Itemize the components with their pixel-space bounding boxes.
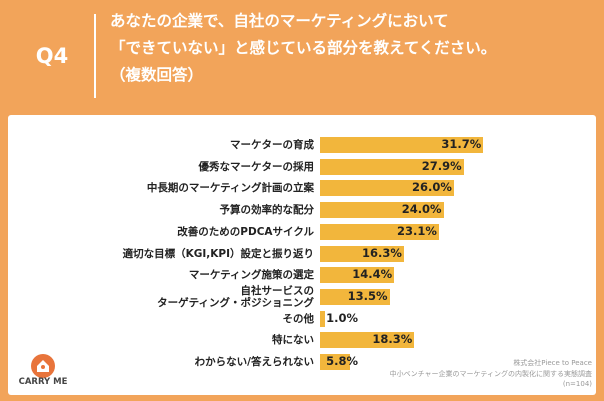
value-label: 14.4%: [352, 267, 393, 282]
value-label: 24.0%: [401, 202, 442, 217]
bar: [320, 137, 484, 153]
category-label: 改善のためのPDCAサイクル: [177, 225, 314, 238]
bar: [320, 354, 350, 370]
question-number: Q4: [35, 44, 69, 68]
divider: [94, 14, 96, 98]
category-label: その他: [282, 312, 315, 325]
chart-title: あなたの企業で、自社のマーケティングにおいて 「できていない」と感じている部分を…: [110, 12, 497, 84]
category-label: 自社サービスの ターゲティング・ポジショニング: [157, 284, 314, 309]
value-label: 5.8%: [326, 354, 358, 368]
card: [8, 115, 596, 395]
value-label: 1.0%: [326, 310, 358, 325]
bar: [320, 223, 439, 240]
category-label: マーケターの育成: [230, 139, 314, 151]
bar: [320, 310, 326, 327]
source-note: 株式会社Piece to Peace: [513, 359, 592, 367]
category-label: 適切な目標（KGI,KPI）設定と振り返り: [122, 247, 314, 260]
category-label: 特にない: [272, 334, 314, 347]
value-label: 26.0%: [411, 180, 452, 195]
value-label: 23.1%: [397, 223, 437, 238]
bar: [320, 158, 464, 175]
logo-text: CARRY ME: [18, 377, 68, 387]
value-label: 27.9%: [421, 158, 462, 173]
bar: [320, 180, 454, 197]
category-label: わからない/答えられない: [194, 356, 314, 368]
bar: [320, 202, 444, 219]
bar: [320, 332, 415, 349]
source-note: (n=104): [562, 380, 592, 388]
category-label: 優秀なマーケターの採用: [198, 160, 315, 173]
value-label: 16.3%: [362, 245, 402, 260]
logo-icon: [31, 354, 55, 378]
category-label: 予算の効率的な配分: [219, 204, 315, 217]
value-label: 18.3%: [372, 332, 413, 347]
value-label: 13.5%: [347, 288, 388, 303]
bar: [320, 245, 404, 262]
source-note: 中小ベンチャー企業のマーケティングの内製化に関する実態調査: [389, 370, 592, 378]
category-label: 中長期のマーケティング計画の立案: [146, 182, 314, 195]
value-label: 31.7%: [441, 137, 482, 151]
bar: [320, 288, 390, 305]
bar: [320, 267, 395, 284]
category-label: マーケティング施策の選定: [188, 269, 314, 282]
